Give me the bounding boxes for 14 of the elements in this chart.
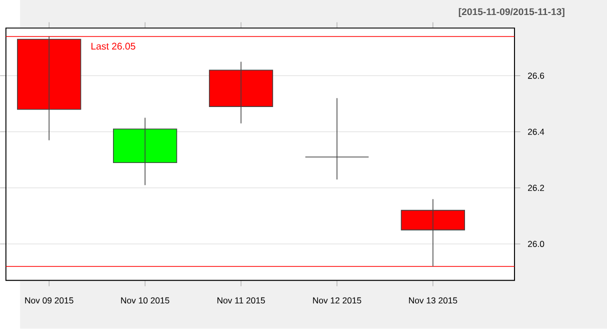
y-tick-label: 26.4: [528, 128, 544, 135]
y-tick-label: 26.2: [528, 184, 544, 192]
annotation: Last 26.05: [91, 42, 136, 50]
candlestick: [304, 98, 370, 180]
candlestick: [208, 61, 274, 124]
x-tick-label: Nov 13 2015: [409, 297, 458, 304]
candlestick: [113, 118, 178, 186]
x-tick-label: Nov 09 2015: [25, 297, 74, 304]
chart-subtitle: [2015-11-09/2015-11-13]: [458, 8, 564, 18]
x-tick-label: Nov 11 2015: [217, 297, 265, 304]
y-tick-label: 26.6: [528, 72, 544, 79]
x-tick-label: Nov 10 2015: [121, 297, 170, 304]
y-tick-label: 26.0: [528, 241, 544, 248]
x-tick-label: Nov 12 2015: [313, 297, 362, 304]
